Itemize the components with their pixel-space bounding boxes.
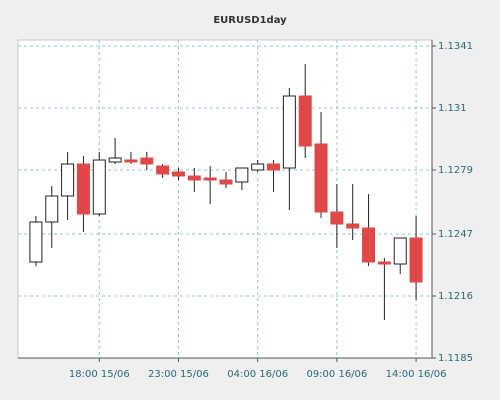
y-tick-label: 1.1247 [438, 229, 473, 240]
candle-body [203, 177, 217, 181]
candle-body [282, 95, 296, 169]
candle-body [362, 227, 376, 263]
candle-body [330, 211, 344, 225]
candle-body [156, 165, 170, 175]
candle-body [108, 157, 122, 163]
candle-body [92, 159, 106, 215]
candle-body [393, 237, 407, 265]
candle-body [61, 163, 75, 197]
candle-body [219, 179, 233, 185]
x-tick-label: 09:00 16/06 [306, 369, 367, 380]
candle-body [314, 143, 328, 213]
candle-body [29, 221, 43, 263]
candle-body [76, 163, 90, 215]
x-tick-label: 18:00 15/06 [69, 369, 130, 380]
y-tick-label: 1.131 [438, 103, 467, 114]
y-tick-label: 1.1216 [438, 291, 473, 302]
y-tick-label: 1.1185 [438, 353, 473, 364]
candle-body [140, 157, 154, 165]
candle-body [124, 159, 138, 163]
x-tick-label: 14:00 16/06 [386, 369, 447, 380]
candle-body [45, 195, 59, 223]
chart-title: EURUSD1day [213, 15, 287, 26]
candle-body [409, 237, 423, 283]
candle-body [346, 223, 360, 229]
candle-body [187, 175, 201, 181]
y-tick-label: 1.1341 [438, 41, 473, 52]
x-tick-label: 23:00 15/06 [148, 369, 209, 380]
candle-body [298, 95, 312, 147]
candle-body [267, 163, 281, 171]
candle-body [171, 171, 185, 177]
candle-body [251, 163, 265, 171]
x-tick-label: 04:00 16/06 [227, 369, 288, 380]
candle-body [377, 261, 391, 265]
y-tick-label: 1.1279 [438, 165, 473, 176]
candle-body [235, 167, 249, 183]
